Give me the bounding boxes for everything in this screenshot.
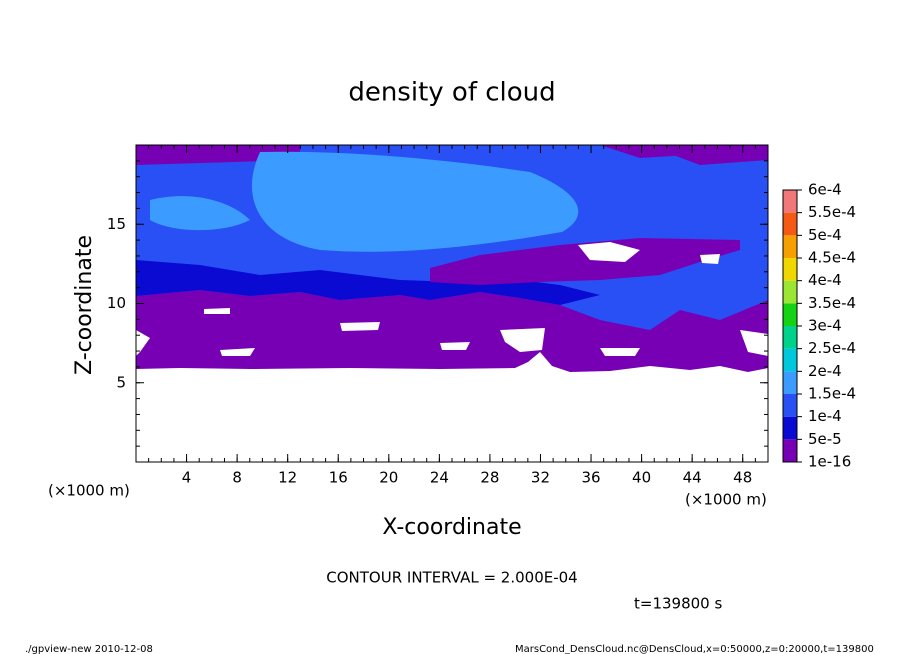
colorbar-box xyxy=(783,212,797,236)
footer-right: MarsCond_DensCloud.nc@DensCloud,x=0:5000… xyxy=(515,644,874,654)
field-region xyxy=(150,196,250,231)
colorbar-label: 5e-5 xyxy=(808,430,842,448)
colorbar-box xyxy=(783,258,797,281)
colorbar-label: 5e-4 xyxy=(808,226,842,244)
x-tick-label: 28 xyxy=(480,469,499,487)
field-region xyxy=(136,260,600,305)
y-tick-label: 10 xyxy=(107,294,126,312)
colorbar-box xyxy=(783,235,797,258)
x-tick-label: 24 xyxy=(430,469,449,487)
x-tick-label: 20 xyxy=(379,469,398,487)
colorbar-box xyxy=(783,394,797,417)
x-tick-label: 44 xyxy=(683,469,702,487)
field xyxy=(136,145,768,372)
colorbar-label: 1e-16 xyxy=(808,453,851,471)
x-tick-label: 16 xyxy=(329,469,348,487)
y-tick-label: 15 xyxy=(107,215,126,233)
field-region xyxy=(660,148,768,165)
x-tick-label: 32 xyxy=(531,469,550,487)
colorbar-label: 3e-4 xyxy=(808,317,842,335)
colorbar-label: 2e-4 xyxy=(808,362,842,380)
colorbar-box xyxy=(783,190,797,213)
chart-title: density of cloud xyxy=(348,78,555,108)
footer-left: ./gpview-new 2010-12-08 xyxy=(25,644,153,654)
x-tick-label: 4 xyxy=(182,469,192,487)
y-unit: (×1000 m) xyxy=(48,482,130,500)
time-label: t=139800 s xyxy=(634,595,722,613)
colorbar-box xyxy=(783,280,797,304)
colorbar-box xyxy=(783,326,797,349)
colorbar-box xyxy=(783,303,797,326)
contour-interval: CONTOUR INTERVAL = 2.000E-04 xyxy=(326,569,577,587)
colorbar-box xyxy=(783,416,797,440)
colorbar-box xyxy=(783,371,797,394)
x-tick-label: 12 xyxy=(278,469,297,487)
colorbar-box xyxy=(783,348,797,372)
y-axis-title: Z-coordinate xyxy=(72,235,97,375)
colorbar-label: 2.5e-4 xyxy=(808,339,856,357)
x-tick-label: 40 xyxy=(632,469,651,487)
y-tick-label: 5 xyxy=(116,373,126,391)
field-region xyxy=(430,238,740,285)
colorbar-label: 4.5e-4 xyxy=(808,249,856,267)
colorbar-label: 4e-4 xyxy=(808,271,842,289)
colorbar-box xyxy=(783,439,797,462)
colorbar-label: 3.5e-4 xyxy=(808,294,856,312)
x-axis-title: X-coordinate xyxy=(382,515,521,540)
colorbar-label: 6e-4 xyxy=(808,181,842,199)
x-unit: (×1000 m) xyxy=(685,491,767,509)
x-tick-label: 36 xyxy=(581,469,600,487)
colorbar-label: 1e-4 xyxy=(808,407,842,425)
field-region xyxy=(251,151,579,252)
x-tick-label: 48 xyxy=(733,469,752,487)
colorbar-label: 5.5e-4 xyxy=(808,203,856,221)
colorbar-label: 1.5e-4 xyxy=(808,385,856,403)
x-tick-label: 8 xyxy=(232,469,242,487)
